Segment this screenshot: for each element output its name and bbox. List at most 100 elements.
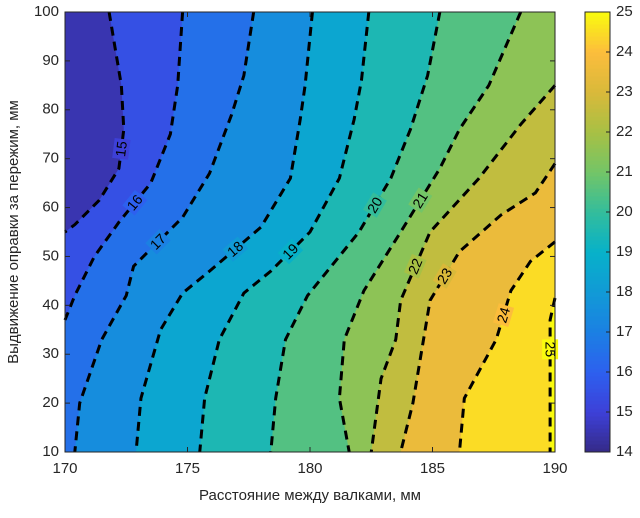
- y-tick-label: 30: [42, 345, 59, 362]
- colorbar-swatch: [585, 24, 610, 29]
- contour-label-group: 22: [404, 253, 427, 279]
- colorbar-swatch: [585, 316, 610, 321]
- colorbar-swatch: [585, 88, 610, 93]
- y-tick-label: 40: [42, 296, 59, 313]
- colorbar-swatch: [585, 236, 610, 241]
- contour-line: [64, 11, 126, 234]
- x-tick-label: 185: [420, 460, 445, 477]
- contour-fill: [459, 12, 555, 452]
- colorbar-swatch: [585, 380, 610, 385]
- colorbar-swatch: [585, 328, 610, 333]
- colorbar-tick-label: 16: [616, 363, 633, 380]
- colorbar-swatch: [585, 412, 610, 417]
- contour-label-group: 18: [222, 236, 249, 262]
- colorbar-tick-label: 25: [616, 3, 633, 20]
- colorbar-swatch: [585, 288, 610, 293]
- colorbar-swatch: [585, 444, 610, 449]
- contour-label-group: 21: [408, 187, 433, 213]
- contour-label: 20: [364, 194, 386, 216]
- x-tick-label: 170: [52, 460, 77, 477]
- colorbar-swatch: [585, 336, 610, 341]
- colorbar-swatch: [585, 420, 610, 425]
- colorbar-swatch: [585, 304, 610, 309]
- colorbar-tick-label: 19: [616, 243, 633, 260]
- colorbar-swatch: [585, 396, 610, 401]
- y-tick-label: 80: [42, 101, 59, 118]
- colorbar-swatch: [585, 128, 610, 133]
- colorbar-swatch: [585, 240, 610, 245]
- colorbar-swatch: [585, 52, 610, 57]
- colorbar-swatch: [585, 28, 610, 33]
- colorbar-swatch: [585, 272, 610, 277]
- colorbar-swatch: [585, 424, 610, 429]
- x-tick-label: 180: [297, 460, 322, 477]
- colorbar-tick-label: 20: [616, 203, 633, 220]
- colorbar-swatch: [585, 264, 610, 269]
- contour-label-group: 19: [277, 238, 304, 265]
- contour-label-group: 16: [122, 189, 148, 216]
- contour-label-group: 20: [362, 192, 387, 218]
- colorbar-swatch: [585, 296, 610, 301]
- colorbar-swatch: [585, 340, 610, 345]
- contour-label-group: 15: [112, 137, 131, 160]
- colorbar-swatch: [585, 100, 610, 105]
- colorbar-swatch: [585, 164, 610, 169]
- colorbar-swatch: [585, 280, 610, 285]
- colorbar-swatch: [585, 356, 610, 361]
- y-tick-label: 20: [42, 394, 59, 411]
- x-tick-label: 190: [542, 460, 567, 477]
- contour-label-bg: [408, 187, 433, 213]
- colorbar-swatch: [585, 92, 610, 97]
- colorbar-swatch: [585, 384, 610, 389]
- colorbar-swatch: [585, 72, 610, 77]
- colorbar-swatch: [585, 224, 610, 229]
- colorbar-swatch: [585, 428, 610, 433]
- colorbar-swatch: [585, 84, 610, 89]
- colorbar-swatch: [585, 124, 610, 129]
- colorbar-swatch: [585, 284, 610, 289]
- colorbar-swatch: [585, 192, 610, 197]
- colorbar-swatch: [585, 388, 610, 393]
- colorbar-swatch: [585, 168, 610, 173]
- colorbar-swatch: [585, 132, 610, 137]
- colorbar-swatch: [585, 80, 610, 85]
- colorbar-swatch: [585, 432, 610, 437]
- colorbar-swatch: [585, 176, 610, 181]
- colorbar-swatch: [585, 188, 610, 193]
- colorbar-swatch: [585, 172, 610, 177]
- colorbar-swatch: [585, 324, 610, 329]
- y-tick-label: 10: [42, 443, 59, 460]
- y-tick-label: 60: [42, 199, 59, 216]
- colorbar-swatch: [585, 112, 610, 117]
- y-tick-label: 90: [42, 52, 59, 69]
- colorbar-tick-label: 22: [616, 123, 633, 140]
- contour-label: 22: [405, 256, 426, 277]
- colorbar-tick-label: 14: [616, 443, 633, 460]
- colorbar-swatch: [585, 12, 610, 17]
- contour-label-bg: [493, 303, 515, 327]
- colorbar-swatch: [585, 184, 610, 189]
- colorbar-swatch: [585, 352, 610, 357]
- colorbar-swatch: [585, 120, 610, 125]
- colorbar-swatch: [585, 160, 610, 165]
- colorbar-swatch: [585, 212, 610, 217]
- colorbar-swatch: [585, 312, 610, 317]
- colorbar-swatch: [585, 320, 610, 325]
- colorbar-tick-label: 23: [616, 83, 633, 100]
- colorbar-swatch: [585, 68, 610, 73]
- colorbar-swatch: [585, 436, 610, 441]
- colorbar-swatch: [585, 16, 610, 21]
- colorbar-swatch: [585, 20, 610, 25]
- colorbar-swatch: [585, 140, 610, 145]
- colorbar-swatch: [585, 364, 610, 369]
- colorbar-swatch: [585, 216, 610, 221]
- colorbar-swatch: [585, 232, 610, 237]
- colorbar-swatch: [585, 204, 610, 209]
- colorbar-swatch: [585, 60, 610, 65]
- y-tick-label: 50: [42, 247, 59, 264]
- colorbar-swatch: [585, 36, 610, 41]
- colorbar-swatch: [585, 332, 610, 337]
- colorbar-swatch: [585, 260, 610, 265]
- colorbar-swatch: [585, 308, 610, 313]
